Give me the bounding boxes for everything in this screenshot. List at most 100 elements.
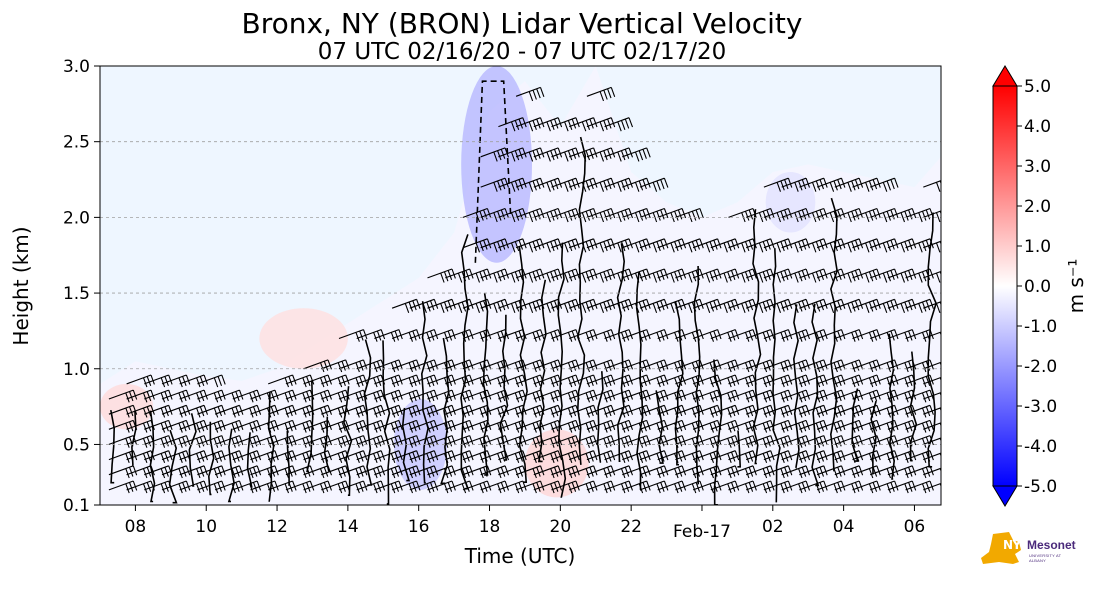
wind-barb [763, 298, 793, 313]
logo-name: Mesonet [1027, 538, 1076, 552]
wind-barb [445, 480, 474, 494]
wind-barb [834, 177, 864, 192]
wind-barb [657, 450, 687, 463]
wind-barb [639, 298, 669, 313]
wind-barb [763, 419, 793, 433]
wind-barb [498, 268, 527, 283]
wind-barb [746, 465, 775, 479]
plot-area [100, 66, 941, 505]
wind-barb [268, 404, 297, 418]
wind-barb [746, 329, 775, 342]
contour-line [440, 337, 450, 485]
wind-barb [356, 374, 386, 388]
wind-barb [692, 465, 722, 479]
wind-barb [462, 480, 492, 494]
wind-barb [799, 238, 828, 253]
wind-barb [923, 270, 941, 283]
wind-barb [852, 389, 881, 403]
wind-barb [834, 480, 864, 494]
wind-barb [763, 404, 793, 418]
wind-barb [250, 419, 279, 433]
y-tick-label: 1.5 [63, 284, 90, 304]
contour-line [737, 430, 742, 468]
wind-barb [586, 359, 616, 373]
wind-barb [480, 389, 510, 403]
wind-barb [799, 465, 828, 479]
wind-barb [586, 329, 616, 342]
wind-barb [604, 419, 634, 433]
wind-barb [905, 450, 934, 463]
wind-barb [604, 359, 634, 373]
logo-prefix: NYS [1003, 538, 1029, 552]
wind-barb [338, 404, 368, 418]
wind-barb [657, 359, 687, 373]
wind-barb [498, 238, 527, 253]
wind-barb [692, 435, 722, 448]
wind-barb [923, 240, 941, 253]
wind-barb [569, 177, 598, 192]
wind-barb [338, 465, 368, 479]
wind-barb [126, 480, 155, 494]
wind-barb [321, 389, 350, 403]
wind-barb [923, 301, 941, 313]
wind-barb [905, 389, 934, 403]
wind-barb [409, 450, 439, 463]
wind-barb [728, 329, 757, 342]
wind-barb [374, 480, 403, 494]
wind-barb [799, 435, 828, 448]
wind-barb [870, 465, 899, 479]
wind-barb [781, 329, 811, 342]
wind-barb [126, 419, 155, 433]
wind-barb [356, 329, 386, 342]
wind-barb [427, 298, 456, 313]
wind-barb [391, 374, 421, 388]
wind-barb [816, 389, 846, 403]
wind-barb [391, 450, 421, 463]
wind-barb [622, 207, 651, 223]
wind-barb [480, 359, 510, 373]
colorbar-tick-label: 0.0 [1024, 277, 1051, 297]
wind-barb [374, 374, 403, 388]
wind-barb [480, 419, 510, 433]
wind-barb [533, 465, 563, 479]
wind-barbs [108, 86, 941, 494]
wind-barb [586, 117, 616, 132]
wind-barb [710, 268, 740, 283]
wind-barb [870, 450, 899, 463]
wind-barb [285, 435, 315, 448]
wind-barb [604, 117, 634, 132]
wind-barb [604, 465, 634, 479]
wind-barb [905, 359, 934, 373]
wind-barb [746, 389, 775, 403]
wind-barb [710, 419, 740, 433]
wind-barb [887, 465, 917, 479]
wind-barb [462, 419, 492, 433]
wind-barb [639, 238, 669, 253]
wind-barb [781, 268, 811, 283]
wind-barb [374, 450, 403, 463]
x-axis-ticks: 08 10 12 14 16 18 20 22 Feb-17 02 04 06 [125, 505, 925, 542]
wind-barb [905, 480, 934, 494]
wind-barb [232, 480, 262, 494]
wind-barb [374, 435, 403, 448]
x-tick-label: 04 [833, 517, 855, 537]
wind-barb [816, 177, 846, 192]
wind-barb [923, 467, 941, 476]
wind-barb [870, 329, 899, 342]
wind-barb [303, 419, 333, 433]
wind-barb [533, 117, 563, 132]
wind-barb [161, 374, 191, 388]
wind-barb [445, 450, 474, 463]
wind-barb [799, 207, 828, 223]
wind-barb [179, 450, 209, 463]
contour-line [207, 421, 215, 496]
wind-barb [746, 450, 775, 463]
wind-barb [834, 329, 864, 342]
wind-barb [569, 404, 598, 418]
wind-barb [781, 359, 811, 373]
wind-barb [462, 329, 492, 342]
wind-barb [675, 389, 704, 403]
wind-barb [887, 374, 917, 388]
downdraft-region [765, 171, 816, 233]
wind-barb [923, 361, 941, 370]
